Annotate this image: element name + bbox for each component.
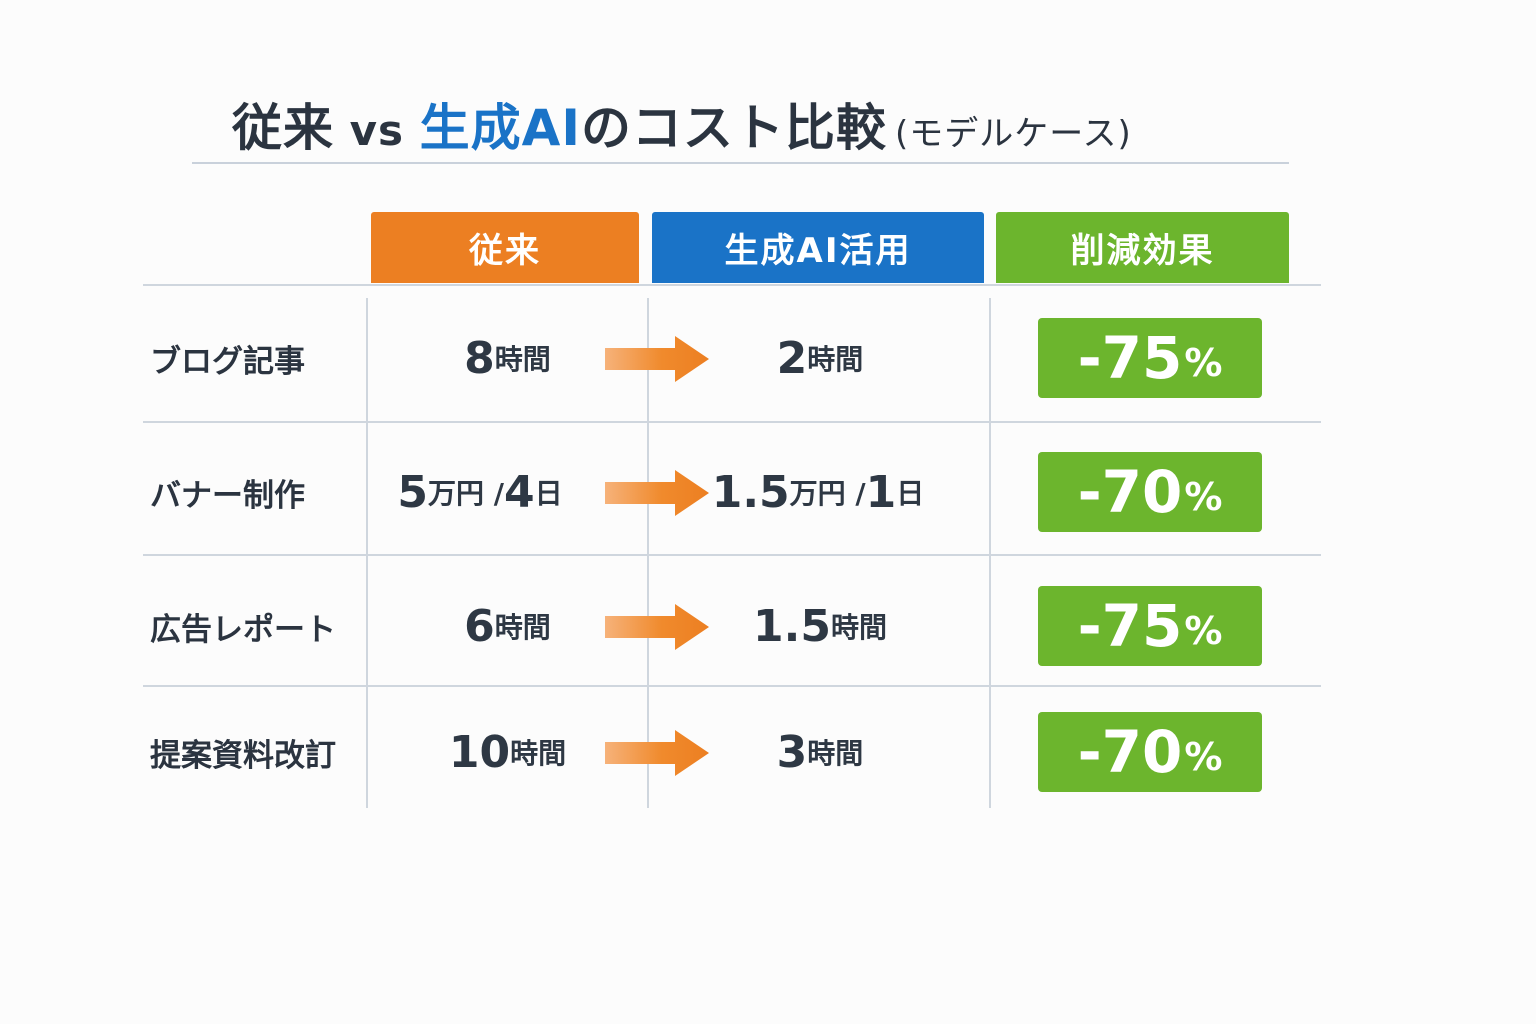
title-subtitle: (モデルケース): [894, 114, 1132, 154]
column-divider: [366, 298, 368, 808]
ai-value: 3 時間: [690, 712, 950, 792]
task-label: ブログ記事: [150, 343, 305, 380]
task-label: バナー制作: [150, 477, 305, 514]
conventional-value: 8 時間: [380, 318, 635, 398]
reduction-number: -70: [1077, 458, 1183, 526]
conventional-number: 6: [464, 600, 495, 652]
ai-unit: 万円 /: [789, 477, 866, 510]
table-row: ブログ記事 8 時間 2 時間 -75%: [0, 318, 1536, 398]
ai-number: 3: [776, 726, 808, 778]
arrow-icon: [605, 470, 709, 516]
ai-number-2: 1: [865, 466, 897, 518]
title-part-cost: のコスト比較: [580, 99, 887, 157]
title-vs: vs: [334, 106, 420, 155]
reduction-badge: -75%: [1038, 318, 1262, 398]
ai-number: 1.5: [711, 466, 790, 518]
column-divider: [647, 298, 649, 808]
ai-unit: 時間: [807, 737, 864, 770]
reduction-unit: %: [1184, 475, 1223, 519]
ai-value: 2 時間: [690, 318, 950, 398]
conventional-number: 8: [464, 332, 495, 384]
reduction-unit: %: [1184, 735, 1223, 779]
column-divider: [989, 298, 991, 808]
ai-value: 1.5 時間: [690, 586, 950, 666]
task-label: 広告レポート: [150, 611, 336, 648]
conventional-unit-2: 日: [534, 477, 563, 510]
ai-unit-2: 日: [896, 477, 925, 510]
conventional-unit: 万円 /: [428, 477, 504, 510]
table-row: 広告レポート 6 時間 1.5 時間 -75%: [0, 586, 1536, 666]
column-header-ai: 生成AI活用: [652, 212, 984, 283]
conventional-number: 10: [448, 726, 511, 778]
conventional-unit: 時間: [494, 343, 551, 376]
reduction-number: -75: [1077, 592, 1183, 660]
ai-unit: 時間: [830, 611, 887, 644]
title-divider: [192, 162, 1289, 164]
row-divider: [143, 554, 1321, 556]
reduction-unit: %: [1184, 341, 1223, 385]
table-row: 提案資料改訂 10 時間 3 時間 -70%: [0, 712, 1536, 792]
ai-number: 1.5: [753, 600, 831, 652]
reduction-badge: -70%: [1038, 712, 1262, 792]
task-label: 提案資料改訂: [150, 737, 336, 774]
conventional-value: 10 時間: [380, 712, 635, 792]
conventional-number: 5: [397, 466, 428, 518]
reduction-number: -75: [1077, 324, 1183, 392]
reduction-badge: -70%: [1038, 452, 1262, 532]
reduction-number: -70: [1077, 718, 1183, 786]
column-header-conventional: 従来: [371, 212, 639, 283]
row-divider: [143, 421, 1321, 423]
header-rule: [143, 284, 1321, 286]
conventional-unit: 時間: [510, 737, 567, 770]
conventional-number-2: 4: [503, 466, 535, 518]
conventional-value: 6 時間: [380, 586, 635, 666]
ai-number: 2: [776, 332, 808, 384]
title-part-conventional: 従来: [232, 99, 334, 157]
chart-title: 従来 vs 生成AIのコスト比較 (モデルケース): [232, 88, 1132, 160]
reduction-badge: -75%: [1038, 586, 1262, 666]
conventional-unit: 時間: [494, 611, 551, 644]
ai-unit: 時間: [807, 343, 864, 376]
column-header-reduction: 削減効果: [996, 212, 1289, 283]
title-part-ai: 生成AI: [419, 99, 581, 157]
reduction-unit: %: [1184, 609, 1223, 653]
row-divider: [143, 685, 1321, 687]
